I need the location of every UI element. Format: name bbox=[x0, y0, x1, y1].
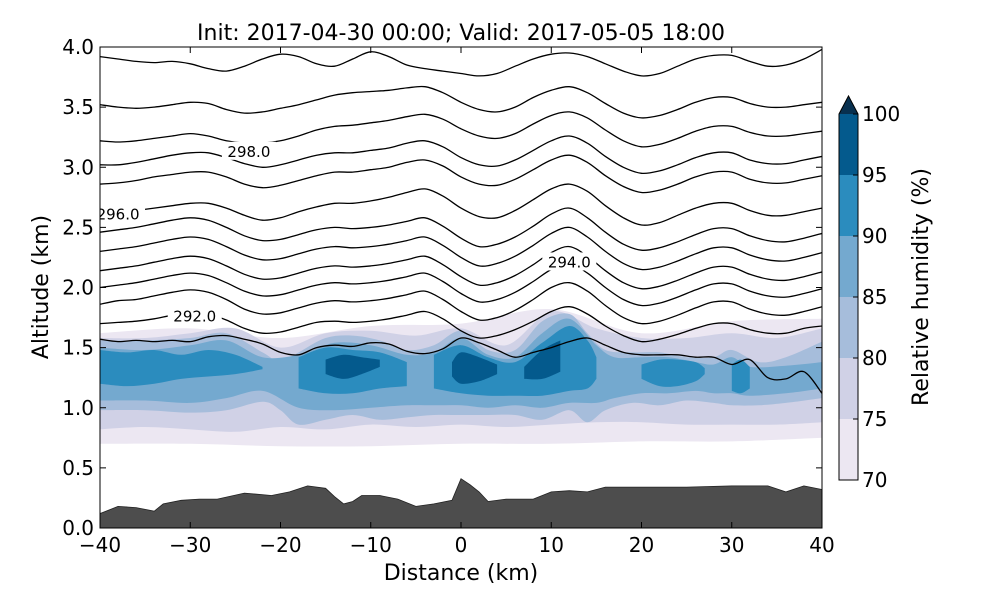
colorbar-segment-75 bbox=[839, 358, 858, 419]
rh-region-95-9 bbox=[325, 354, 380, 379]
plot-area: 292.0 294.0 296.0 298.0 bbox=[97, 48, 822, 528]
theta-contour-11 bbox=[100, 85, 822, 119]
colorbar-tick-label-95: 95 bbox=[862, 163, 887, 187]
colorbar-segment-70 bbox=[839, 419, 858, 480]
rh-region-90-7 bbox=[641, 359, 705, 387]
theta-contour-4 bbox=[100, 245, 822, 290]
colorbar-tick-label-75: 75 bbox=[862, 407, 887, 431]
y-tick-label-5: 2.5 bbox=[62, 215, 94, 239]
axes: −40 −30 −20 −10 0 10 20 30 40 0.0 0.5 1.0 1.5 2.0 2.5 3… bbox=[62, 35, 835, 557]
x-tick-label-4: 0 bbox=[455, 533, 468, 557]
y-tick-label-3: 1.5 bbox=[62, 336, 94, 360]
x-tick-label-7: 30 bbox=[719, 533, 744, 557]
theta-contour-6 bbox=[100, 207, 822, 251]
x-tick-label-5: 10 bbox=[539, 533, 564, 557]
y-axis-label: Altitude (km) bbox=[29, 215, 54, 359]
x-tick-label-8: 40 bbox=[809, 533, 834, 557]
contour-label-gap-0 bbox=[167, 306, 222, 325]
theta-contour-2 bbox=[100, 281, 822, 325]
terrain-profile bbox=[100, 478, 822, 528]
contour-label-2: 296.0 bbox=[97, 205, 140, 223]
theta-contour-9 bbox=[100, 135, 822, 175]
colorbar-tick-label-80: 80 bbox=[862, 346, 887, 370]
x-tick-label-0: −40 bbox=[79, 533, 121, 557]
contour-label-gap-1 bbox=[542, 252, 597, 271]
x-tick-label-2: −20 bbox=[259, 533, 301, 557]
y-tick-label-6: 3.0 bbox=[62, 155, 94, 179]
y-tick-label-7: 3.5 bbox=[62, 95, 94, 119]
contour-label-3: 298.0 bbox=[227, 143, 270, 161]
rh-region-95-11 bbox=[524, 340, 561, 380]
colorbar-extend-arrow bbox=[839, 96, 858, 114]
colorbar-tick-label-90: 90 bbox=[862, 224, 887, 248]
colorbar-tick-label-85: 85 bbox=[862, 285, 887, 309]
x-tick-label-6: 20 bbox=[629, 533, 654, 557]
colorbar-segment-90 bbox=[839, 175, 858, 236]
y-tick-label-8: 4.0 bbox=[62, 35, 94, 59]
theta-contour-12 bbox=[100, 48, 822, 77]
colorbar-segment-85 bbox=[839, 236, 858, 297]
colorbar: 70 75 80 85 90 95 100 bbox=[838, 94, 900, 492]
colorbar-tick-label-70: 70 bbox=[862, 468, 887, 492]
y-tick-label-0: 0.0 bbox=[62, 516, 94, 540]
contour-label-0: 292.0 bbox=[173, 308, 216, 326]
theta-contour-10 bbox=[100, 111, 822, 148]
theta-contour-0 bbox=[100, 334, 822, 394]
theta-contour-3 bbox=[100, 262, 822, 307]
colorbar-tick-label-100: 100 bbox=[862, 102, 900, 126]
contour-label-1: 294.0 bbox=[548, 253, 591, 271]
theta-contour-8 bbox=[100, 154, 822, 194]
x-tick-label-1: −30 bbox=[169, 533, 211, 557]
chart-title: Init: 2017-04-30 00:00; Valid: 2017-05-0… bbox=[197, 21, 725, 46]
contour-label-gap-2 bbox=[100, 204, 146, 223]
rh-region-90-4 bbox=[100, 349, 263, 387]
y-tick-label-4: 2.0 bbox=[62, 276, 94, 300]
y-tick-label-2: 1.0 bbox=[62, 396, 94, 420]
colorbar-label: Relative humidity (%) bbox=[909, 168, 934, 406]
colorbar-segment-95 bbox=[839, 114, 858, 175]
x-axis-label: Distance (km) bbox=[384, 561, 539, 586]
theta-contour-7 bbox=[100, 183, 822, 226]
contour-label-gap-3 bbox=[221, 141, 276, 160]
rh-region-95-10 bbox=[452, 352, 498, 384]
colorbar-segment-80 bbox=[839, 297, 858, 358]
rh-region-90-8 bbox=[731, 359, 750, 394]
y-tick-label-1: 0.5 bbox=[62, 456, 94, 480]
x-tick-label-3: −10 bbox=[350, 533, 392, 557]
theta-contour-5 bbox=[100, 226, 822, 271]
